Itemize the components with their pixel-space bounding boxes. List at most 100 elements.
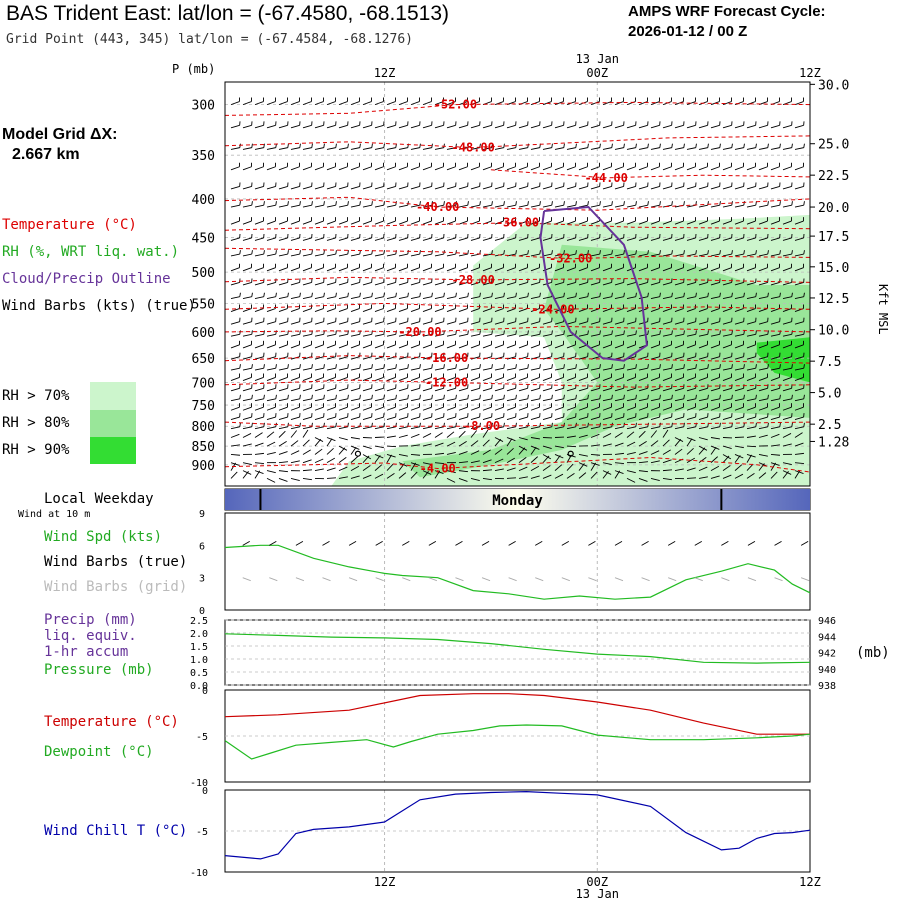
wind-barb (554, 282, 564, 286)
wind-barb (266, 406, 276, 411)
wind-barb-feather (383, 143, 385, 148)
wind-barb (518, 147, 528, 150)
wind-barb (302, 429, 309, 438)
wind-barb (290, 166, 300, 171)
temperature-contour (490, 169, 811, 179)
wind-barb (794, 398, 804, 402)
wind-barb (794, 237, 804, 241)
wind-barb (722, 186, 732, 190)
wind-barb (554, 406, 564, 411)
wind-barb (290, 333, 300, 337)
wind-barb (362, 356, 372, 360)
wind-barb (602, 471, 609, 479)
wind-barb (434, 147, 444, 150)
wind-barb-feather (779, 143, 781, 148)
wind-barb (470, 440, 479, 447)
panel-frame-profile (224, 81, 811, 487)
wind-barb-feather (299, 422, 301, 427)
wind-barb (578, 406, 588, 411)
wind-barb-feather (551, 143, 553, 148)
wind-barb (722, 387, 732, 392)
wind-barb-feather (419, 143, 421, 148)
wind-barb (434, 166, 444, 171)
wind-barb (602, 462, 612, 465)
wind-barb (614, 296, 624, 299)
wind-barb (530, 344, 540, 349)
wind-barb (494, 416, 504, 421)
wind-barb (338, 124, 348, 129)
wind-barb-feather (443, 143, 445, 148)
wind-barb (554, 321, 564, 325)
precip-tick-label: 2.5 (190, 616, 208, 627)
wind-barb (530, 377, 540, 381)
wind-barb (722, 398, 732, 402)
wind-barb-feather (803, 394, 805, 399)
wind-barb-feather (491, 250, 493, 255)
wind-barb (710, 166, 720, 171)
wind-barb-feather (683, 292, 685, 297)
wind-barb (494, 448, 503, 455)
wind-barb (398, 166, 408, 171)
wind-barb (410, 454, 421, 456)
wind-barb (386, 147, 396, 150)
wind-barb (410, 444, 420, 447)
wind-barb (674, 237, 684, 241)
wind-barb (710, 387, 720, 392)
wind-barb (626, 220, 636, 225)
wind-barb-feather (539, 201, 541, 206)
wind-barb (254, 470, 261, 479)
wind-barb (434, 356, 444, 360)
wind-barb (326, 467, 336, 472)
wind-barb (458, 470, 468, 473)
wind-barb (278, 461, 288, 464)
wind-barb (362, 186, 372, 190)
wind-barb (674, 282, 684, 286)
wind-barb (314, 344, 324, 349)
wind-barb (398, 454, 408, 457)
wind-barb-feather (611, 292, 613, 297)
wind-barb (302, 344, 312, 349)
wind-barb (482, 344, 492, 349)
wind-barb (230, 308, 240, 313)
wind-barb (446, 166, 456, 171)
wind-barb-feather (455, 292, 457, 297)
wind-barb (362, 344, 372, 349)
wind-barb (230, 253, 240, 257)
wind-barb-feather (383, 422, 385, 427)
wind-barb-feather (719, 364, 721, 369)
wind-barb (578, 398, 588, 402)
wind-barb (290, 398, 300, 402)
wind-barb-feather (683, 394, 685, 399)
temp-tick-label: -5 (196, 732, 208, 743)
wind-barb (518, 344, 528, 349)
wind-barb (698, 456, 707, 464)
wind-barb-feather (671, 143, 673, 148)
wind-barb (518, 296, 528, 299)
height-tick-label: 15.0 (818, 261, 849, 276)
wind-barb (302, 426, 312, 430)
wind-barb (590, 426, 600, 430)
wind-barb (650, 477, 660, 482)
wind-barb (254, 452, 264, 455)
wind-barb (662, 282, 672, 286)
wind-barb (470, 282, 480, 286)
wind-barb (518, 166, 528, 171)
wind-barb (758, 367, 768, 371)
wind-barb (326, 237, 336, 241)
wind-barb (674, 406, 684, 411)
wind-barb (326, 166, 336, 171)
surface-wind-barb (535, 540, 543, 546)
wind-barb (350, 147, 360, 150)
wind-barb-feather (419, 394, 421, 399)
wind-barb (506, 344, 516, 349)
wind-barb-feather (587, 364, 589, 369)
wind-barb (698, 308, 708, 313)
rh-legend-label-90: RH > 90% (2, 442, 70, 458)
temperature-contour-label: -24.00 (531, 302, 574, 316)
wind-barb-feather (743, 292, 745, 297)
wind-barb (446, 333, 456, 337)
wind-barb (578, 237, 588, 241)
wind-barb-feather (611, 394, 613, 399)
wind-barb-feather (479, 330, 481, 335)
wind-barb (254, 237, 264, 241)
